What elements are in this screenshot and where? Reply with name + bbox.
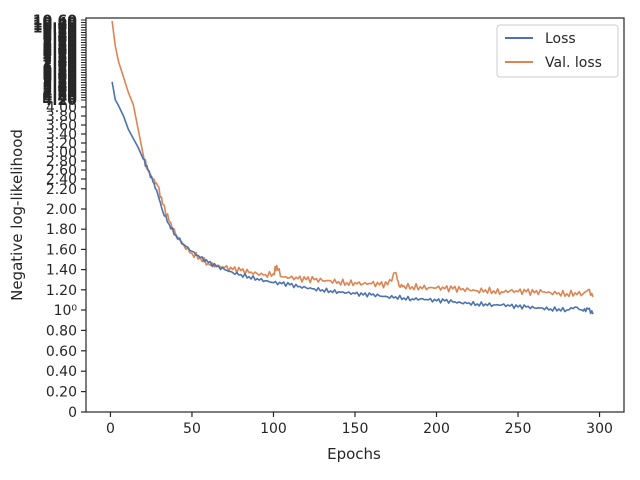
- y-tick-label-upper-10: 6.20: [42, 68, 77, 84]
- y-tick-label-0.80: 0.80: [46, 323, 77, 339]
- y-axis-ticks: 0 0.20 0.40 0.60 0.80 10⁰ 1.20 1.40 1.60 1.80 2.00…: [46, 100, 86, 421]
- y-axis-title: Negative log-likelihood: [8, 129, 26, 301]
- y-tick-label-upper-1: 4.40: [42, 91, 77, 107]
- x-tick-label-150: 150: [342, 421, 369, 437]
- x-tick-label-50: 50: [183, 421, 201, 437]
- y-tick-label-upper-30: 10.20: [33, 18, 78, 34]
- y-tick-label-upper-28: 9.80: [42, 23, 77, 39]
- y-tick-label-upper-3: 4.80: [42, 86, 77, 102]
- y-tick-label-upper-29: 10.00: [33, 21, 78, 37]
- y-tick-label-upper-18: 7.80: [42, 48, 77, 64]
- legend-label-loss: Loss: [545, 31, 576, 47]
- y-tick-label-upper-21: 8.40: [42, 41, 77, 57]
- x-tick-label-0: 0: [106, 421, 115, 437]
- y-tick-label-upper-9: 6.00: [42, 71, 77, 87]
- y-tick-label-2.60: 2.60: [46, 163, 77, 179]
- y-tick-label-upper-2: 4.60: [42, 88, 77, 104]
- y-tick-label-4.00: 4.00: [46, 100, 77, 116]
- y-tick-label-upper-31: 10.40: [33, 16, 78, 32]
- x-axis-ticks: 0 50 100 150 200 250 300: [106, 412, 613, 437]
- y-tick-label-upper-11: 6.40: [42, 66, 77, 82]
- series-line-loss: [111, 81, 594, 315]
- y-tick-label-0.60: 0.60: [46, 344, 77, 360]
- y-tick-label-upper-0: 4.20: [42, 93, 77, 109]
- y-tick-label-3.80: 3.80: [46, 109, 77, 125]
- plot-area: [85, 17, 625, 413]
- legend: Loss Val. loss: [496, 24, 619, 78]
- y-tick-label-upper-16: 7.40: [42, 53, 77, 69]
- y-tick-label-1.20: 1.20: [46, 283, 77, 299]
- y-tick-label-upper-19: 8.00: [42, 46, 77, 62]
- x-tick-label-100: 100: [260, 421, 287, 437]
- y-tick-label-upper-22: 8.60: [42, 38, 77, 54]
- y-tick-label-upper-14: 7.00: [42, 58, 77, 74]
- y-tick-label-upper-20: 8.20: [42, 43, 77, 59]
- y-tick-label-upper-13: 6.80: [42, 61, 77, 77]
- y-tick-label-upper-17: 7.60: [42, 51, 77, 67]
- legend-label-val-loss: Val. loss: [545, 55, 602, 71]
- x-tick-label-250: 250: [505, 421, 532, 437]
- y-tick-label-3.40: 3.40: [46, 127, 77, 143]
- y-tick-label-0.40: 0.40: [46, 364, 77, 380]
- y-tick-label-upper-12: 6.60: [42, 63, 77, 79]
- x-tick-label-200: 200: [423, 421, 450, 437]
- y-tick-label-1.60: 1.60: [46, 242, 77, 258]
- y-tick-label-0.20: 0.20: [46, 385, 77, 401]
- y-tick-label-2.80: 2.80: [46, 154, 77, 170]
- y-tick-label-3.00: 3.00: [46, 145, 77, 161]
- y-tick-label-2.40: 2.40: [46, 172, 77, 188]
- y-tick-label-2.20: 2.20: [46, 182, 77, 198]
- y-tick-label-upper-23: 8.80: [42, 36, 77, 52]
- y-tick-label-upper-24: 9.00: [42, 33, 77, 49]
- y-tick-label-upper-27: 9.60: [42, 26, 77, 42]
- y-tick-label-2.00: 2.00: [46, 202, 77, 218]
- y-tick-label-10⁰: 10⁰: [54, 303, 78, 319]
- y-tick-label-3.60: 3.60: [46, 118, 77, 134]
- y-tick-label-upper-8: 5.80: [42, 73, 77, 89]
- y-tick-label-upper-25: 9.20: [42, 31, 77, 47]
- y-tick-label-upper-7: 5.60: [42, 76, 77, 92]
- series-line-val-loss: [111, 20, 594, 298]
- y-tick-label-upper-32: 10.60: [33, 13, 78, 29]
- x-tick-label-300: 300: [586, 421, 613, 437]
- y-tick-label-upper-4: 5.00: [42, 83, 77, 99]
- y-axis-ticks-upper: 4.204.404.604.805.005.205.405.605.806.00…: [33, 13, 86, 109]
- y-tick-label-3.20: 3.20: [46, 136, 77, 152]
- y-tick-label-1.40: 1.40: [46, 263, 77, 279]
- y-tick-label-0: 0: [68, 405, 77, 421]
- y-tick-label-upper-5: 5.20: [42, 81, 77, 97]
- y-tick-label-1.80: 1.80: [46, 222, 77, 238]
- y-tick-label-upper-15: 7.20: [42, 56, 77, 72]
- y-tick-label-upper-6: 5.40: [42, 78, 77, 94]
- x-axis-title: Epochs: [327, 445, 381, 463]
- y-tick-label-upper-26: 9.40: [42, 28, 77, 44]
- series-lines: [111, 20, 594, 315]
